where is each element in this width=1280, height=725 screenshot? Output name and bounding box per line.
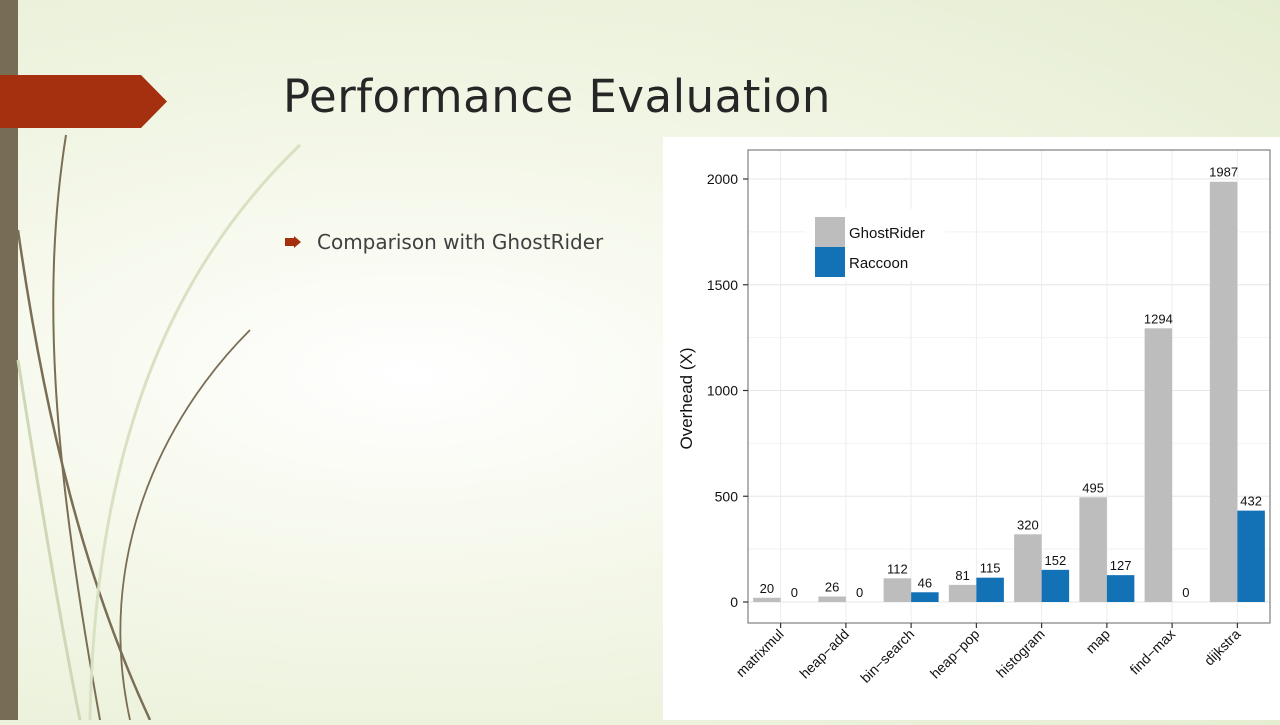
data-label: 320 <box>1017 517 1039 532</box>
data-label: 0 <box>791 585 798 600</box>
bar-ghostrider-1 <box>818 596 846 602</box>
arrow-bullet-icon <box>285 236 301 248</box>
x-tick-label: bin−search <box>857 626 917 686</box>
data-label: 81 <box>955 568 969 583</box>
y-tick-label: 1000 <box>707 383 738 399</box>
decorative-grass-lines <box>16 134 302 720</box>
legend-swatch-raccoon <box>815 247 845 277</box>
title-accent-tab <box>0 75 167 128</box>
bar-ghostrider-2 <box>883 578 912 602</box>
x-tick-label: map <box>1082 626 1113 657</box>
x-tick-label: matrixmul <box>733 626 787 680</box>
left-accent-bar <box>0 0 18 720</box>
data-label: 46 <box>918 575 932 590</box>
data-label: 152 <box>1045 553 1067 568</box>
data-label: 495 <box>1082 480 1104 495</box>
data-label: 112 <box>887 561 908 576</box>
data-label: 20 <box>760 581 774 596</box>
bar-raccoon-5 <box>1106 575 1135 602</box>
slide-title: Performance Evaluation <box>283 70 831 123</box>
legend-swatch-ghostrider <box>815 217 845 247</box>
y-tick-label: 2000 <box>707 171 738 187</box>
x-tick-label: heap−add <box>796 626 852 682</box>
overhead-bar-chart: 20 26 112 81 320 495 1294 1987 0 0 46 115 152 127 0 432… <box>677 149 1271 686</box>
bullet-text: Comparison with GhostRider <box>317 230 604 254</box>
data-label: 26 <box>825 580 839 595</box>
bullet-item: Comparison with GhostRider <box>285 230 603 254</box>
bar-ghostrider-6 <box>1144 328 1173 602</box>
data-label: 115 <box>980 561 1001 576</box>
bar-raccoon-2 <box>911 592 939 602</box>
data-label: 0 <box>1182 585 1189 600</box>
bar-ghostrider-7 <box>1209 181 1238 602</box>
data-label: 1294 <box>1144 311 1173 326</box>
bar-raccoon-4 <box>1041 569 1070 602</box>
data-label: 0 <box>856 585 863 600</box>
y-tick-label: 1500 <box>707 277 738 293</box>
legend-label: Raccoon <box>849 255 908 272</box>
x-tick-label: histogram <box>993 626 1048 681</box>
y-axis-label: Overhead (X) <box>677 347 696 449</box>
bar-ghostrider-0 <box>753 597 781 602</box>
bar-ghostrider-5 <box>1079 497 1107 602</box>
data-label: 1987 <box>1209 165 1238 180</box>
x-tick-label: dijkstra <box>1201 626 1244 669</box>
bar-ghostrider-3 <box>948 584 977 602</box>
x-tick-label: heap−pop <box>927 626 983 682</box>
bar-ghostrider-4 <box>1014 534 1042 602</box>
legend-label: GhostRider <box>849 225 925 242</box>
y-tick-label: 0 <box>730 594 738 610</box>
x-tick-label: find−max <box>1126 626 1178 678</box>
bar-raccoon-7 <box>1237 510 1265 602</box>
data-label: 127 <box>1110 558 1132 573</box>
data-label: 432 <box>1240 494 1262 509</box>
bar-raccoon-3 <box>976 577 1004 602</box>
y-tick-label: 500 <box>715 488 739 504</box>
chart-panel: 20 26 112 81 320 495 1294 1987 0 0 46 115 152 127 0 432… <box>663 137 1280 720</box>
plot-border <box>747 149 1271 624</box>
